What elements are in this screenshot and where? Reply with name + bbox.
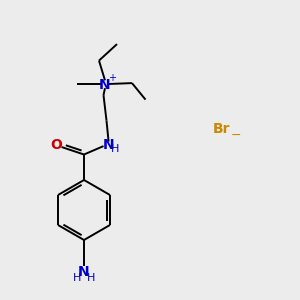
Text: H: H — [111, 144, 120, 154]
Text: H: H — [87, 273, 95, 283]
Text: Br: Br — [213, 122, 231, 136]
Text: +: + — [109, 73, 116, 83]
Text: O: O — [50, 138, 62, 152]
Text: N: N — [103, 138, 114, 152]
Text: N: N — [99, 78, 111, 92]
Text: −: − — [230, 129, 241, 142]
Text: H: H — [73, 273, 81, 283]
Text: N: N — [78, 265, 90, 279]
